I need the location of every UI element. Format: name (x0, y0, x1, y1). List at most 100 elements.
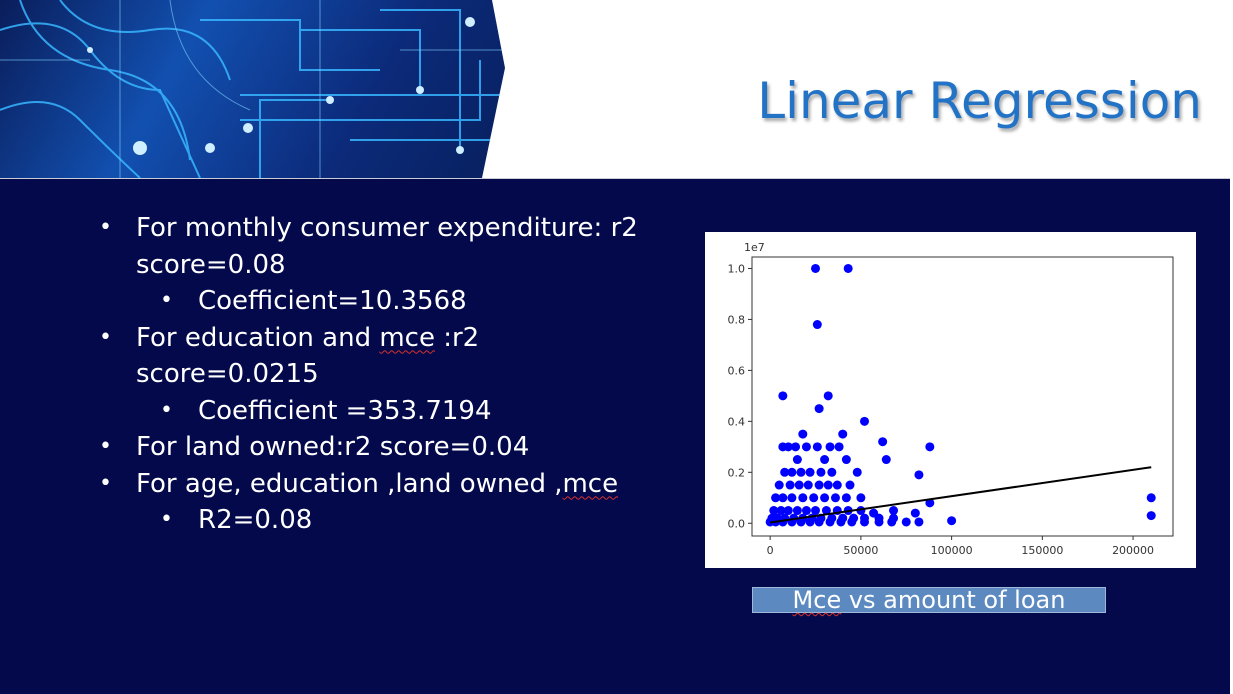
bullet-dot-icon: • (99, 324, 112, 350)
data-point (889, 506, 899, 516)
regression-line (770, 466, 1152, 524)
x-tick-label: 100000 (931, 544, 973, 557)
y-tick-label: 0.2 (728, 466, 746, 479)
plot-frame (751, 256, 1174, 537)
data-point (811, 263, 821, 273)
bullet-dot-icon: • (99, 434, 112, 459)
bullet-item: • For monthly consumer expenditure: r2 sc… (96, 210, 656, 283)
circuit-board-image (0, 0, 505, 178)
bullet-dot-icon: • (160, 288, 173, 313)
data-point (794, 480, 804, 490)
data-point (798, 493, 808, 503)
data-point (801, 506, 811, 516)
data-point (780, 467, 790, 477)
data-point (776, 506, 786, 516)
data-point (852, 467, 862, 477)
y-tick-label: 1.0 (728, 262, 746, 275)
data-point (816, 467, 826, 477)
sub-bullet-item: • R2=0.08 (96, 502, 656, 539)
data-point (838, 429, 848, 439)
data-point (820, 455, 830, 465)
data-point (778, 493, 788, 503)
data-point (823, 480, 833, 490)
data-point (836, 517, 846, 527)
bullet-dot-icon: • (160, 507, 173, 532)
bullet-text: Coefficient=10.3568 (198, 286, 467, 316)
data-point (834, 442, 844, 452)
bullet-dot-icon: • (160, 397, 173, 423)
data-point (887, 517, 897, 527)
data-point (814, 404, 824, 414)
data-point (914, 470, 924, 480)
data-point (910, 508, 920, 518)
data-point (811, 506, 821, 516)
x-tick-label: 50000 (843, 544, 878, 557)
bullet-list: • For monthly consumer expenditure: r2 sc… (96, 210, 656, 539)
data-point (787, 467, 797, 477)
data-point (830, 493, 840, 503)
data-point (843, 263, 853, 273)
bullet-dot-icon: • (99, 470, 112, 496)
data-point (901, 517, 911, 527)
data-point (823, 391, 833, 401)
scatter-chart: 0.0 0.2 0.4 0.6 0.8 1.0 0 50000 100000 150000 2000… (705, 232, 1196, 568)
data-point (914, 517, 924, 527)
chart-caption: Mce vs amount of loan (752, 587, 1106, 613)
bullet-text: For age, education ,land owned , (136, 468, 563, 499)
data-point (860, 517, 870, 527)
data-point (1146, 493, 1156, 503)
bullet-text: R2=0.08 (198, 505, 313, 535)
data-point (792, 455, 802, 465)
data-point (774, 480, 784, 490)
window-edge (1230, 0, 1233, 694)
data-point (796, 517, 806, 527)
bullet-dot-icon: • (99, 215, 112, 240)
data-point (881, 455, 891, 465)
bullet-item: • For age, education ,land owned ,mce (96, 466, 656, 503)
data-point (801, 442, 811, 452)
data-point (783, 506, 793, 516)
bullet-text: For land owned:r2 score=0.04 (136, 432, 530, 462)
data-point (825, 442, 835, 452)
data-point (771, 493, 781, 503)
bullet-text: mce (379, 322, 435, 353)
bullet-item: • For education and mce :r2 score=0.0215 (96, 320, 656, 393)
data-point (812, 442, 822, 452)
data-point (805, 467, 815, 477)
data-point (878, 437, 888, 447)
data-point (769, 506, 779, 516)
data-point (1146, 511, 1156, 521)
y-tick-label: 0.4 (728, 415, 746, 428)
sub-bullet-item: • Coefficient=10.3568 (96, 283, 656, 320)
data-point (787, 493, 797, 503)
data-point (841, 493, 851, 503)
data-point (947, 516, 957, 526)
bullet-text: mce (562, 468, 619, 499)
data-point (778, 391, 788, 401)
y-tick-label: 0.6 (728, 364, 746, 377)
data-point (825, 517, 835, 527)
bullet-item: • For land owned:r2 score=0.04 (96, 429, 656, 466)
bullet-text: For education and (136, 322, 380, 353)
data-point (792, 506, 802, 516)
data-point (925, 442, 935, 452)
y-tick-label: 0.8 (728, 313, 746, 326)
slide-title: Linear Regression (757, 72, 1202, 130)
x-tick-label: 200000 (1112, 544, 1154, 557)
data-point (845, 480, 855, 490)
data-point (785, 480, 795, 490)
y-tick-label: 0.0 (728, 517, 746, 530)
circuit-art (0, 0, 505, 178)
bullet-text: Coefficient =353.7194 (198, 395, 492, 426)
data-point (796, 467, 806, 477)
data-point (783, 442, 793, 452)
data-point (874, 517, 884, 527)
data-point (805, 517, 815, 527)
data-point (860, 416, 870, 426)
data-point (847, 517, 857, 527)
data-point (814, 480, 824, 490)
x-tick-label: 0 (767, 544, 774, 557)
data-point (814, 517, 824, 527)
data-point (827, 467, 837, 477)
